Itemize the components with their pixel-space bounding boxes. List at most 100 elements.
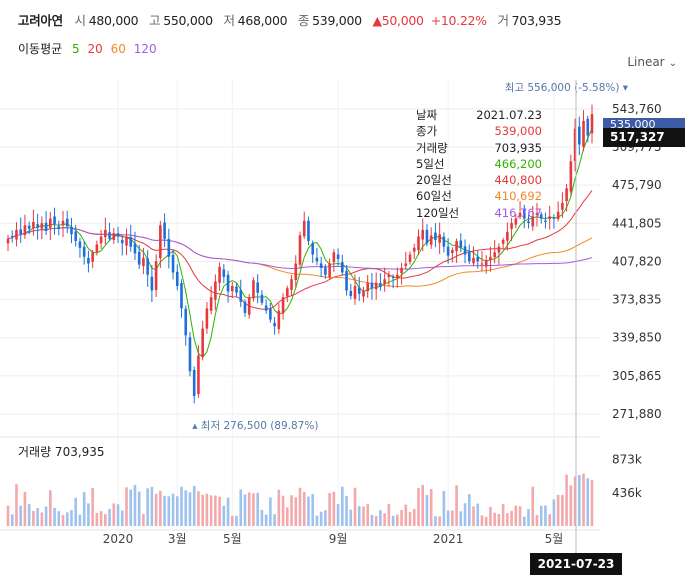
candle-body — [336, 254, 340, 259]
candle-body — [467, 251, 471, 262]
ma120-legend[interactable]: 120 — [133, 42, 157, 56]
volume-bar — [556, 494, 560, 526]
candle-body — [142, 257, 145, 267]
candle-body — [57, 226, 61, 229]
candle-body — [582, 120, 585, 147]
data-window-key: 120일선 — [416, 205, 460, 220]
stock-name: 고려아연 — [18, 13, 63, 28]
volume-bar — [374, 516, 378, 526]
candle-body — [366, 282, 370, 292]
candle-body — [277, 310, 281, 330]
volume-bar — [357, 506, 361, 526]
candle-body — [353, 285, 357, 299]
candle-body — [167, 238, 171, 257]
candle-body — [82, 246, 86, 257]
volume-bar — [125, 487, 128, 526]
scale-dropdown[interactable]: Linear ⌄ — [627, 55, 677, 69]
candle-body — [514, 218, 518, 225]
volume-bar — [298, 487, 302, 526]
volume-bar — [480, 515, 484, 526]
volume-bar — [578, 475, 581, 526]
volume-bar — [192, 485, 196, 526]
candle-body — [370, 282, 374, 289]
volume-bar — [552, 499, 556, 526]
data-window-row: 날짜 2021.07.23 — [416, 107, 542, 123]
candle-body — [429, 235, 433, 245]
volume-bar — [53, 507, 56, 526]
candle-body — [226, 274, 230, 292]
candle-body — [480, 263, 484, 265]
candle-body — [104, 229, 107, 238]
candle-body — [396, 274, 399, 278]
candle-body — [192, 369, 196, 396]
vertical-grid — [117, 80, 555, 530]
volume-bar — [476, 503, 480, 526]
volume-bar — [328, 492, 331, 526]
volume-bar — [315, 515, 319, 526]
volume-bar — [15, 484, 18, 526]
candle-body — [260, 294, 264, 303]
candle-body — [298, 235, 302, 265]
candle-body — [434, 232, 437, 240]
volume-bar — [489, 506, 492, 526]
candle-body — [74, 231, 78, 242]
candle-body — [6, 238, 10, 244]
volume-bar — [442, 490, 446, 526]
candle-body — [125, 236, 128, 246]
candle-body — [175, 271, 179, 286]
volume-bar — [57, 511, 61, 526]
volume-bar — [142, 513, 145, 526]
volume-bar — [383, 513, 386, 526]
volume-bar — [61, 515, 65, 526]
candle-body — [247, 297, 251, 315]
volume-bar — [44, 506, 48, 526]
volume-bar — [133, 485, 137, 526]
y-tick-label: 407,820 — [612, 254, 662, 268]
volume-bar — [379, 510, 382, 526]
volume-bar — [40, 512, 44, 526]
data-window: 날짜 2021.07.23 종가 539,000 거래량 703,935 5일선 466,20… — [416, 107, 542, 221]
ma60-legend[interactable]: 60 — [110, 42, 126, 56]
volume-bar — [209, 495, 213, 526]
candle-body — [23, 225, 27, 236]
ma20-legend[interactable]: 20 — [87, 42, 103, 56]
volume-bar — [319, 511, 323, 526]
volume-bar — [205, 493, 209, 526]
volume-bar — [404, 504, 408, 526]
ma5-legend[interactable]: 5 — [72, 42, 80, 56]
candle-body — [281, 297, 285, 314]
candle-body — [556, 211, 560, 220]
low-label: 저 — [223, 13, 235, 28]
data-window-row: 120일선 416,767 — [416, 205, 542, 221]
grid-lines — [0, 108, 600, 531]
candle-body — [451, 250, 454, 253]
data-window-row: 종가 539,000 — [416, 123, 542, 139]
candle-body — [539, 214, 543, 219]
candle-body — [10, 235, 14, 237]
candle-body — [286, 288, 289, 297]
volume-bar — [522, 516, 526, 526]
x-tick-label: 3월 — [168, 532, 187, 546]
candle-body — [548, 216, 551, 220]
candle-body — [65, 218, 69, 227]
volume-tick-label: 436k — [612, 486, 642, 500]
low-annotation: ▴ 최저 276,500 (89.87%) — [192, 420, 318, 432]
crosshair-date-tag: 2021-07-23 — [530, 553, 622, 575]
close-value: 539,000 — [312, 13, 362, 28]
volume-bar — [163, 495, 166, 526]
volume-bar — [32, 510, 35, 526]
data-window-row: 20일선 440,800 — [416, 172, 542, 188]
volume-bar — [269, 497, 272, 526]
candle-body — [362, 290, 365, 297]
candle-body — [506, 232, 509, 241]
candle-body — [146, 258, 149, 275]
candle-body — [408, 254, 412, 262]
volume-bar — [590, 479, 594, 526]
volume-bar — [353, 487, 357, 526]
candle-body — [197, 355, 200, 394]
candle-body — [357, 287, 361, 294]
y-tick-label: 475,790 — [612, 178, 662, 192]
candle-body — [137, 251, 141, 265]
volume-bar — [218, 496, 221, 526]
